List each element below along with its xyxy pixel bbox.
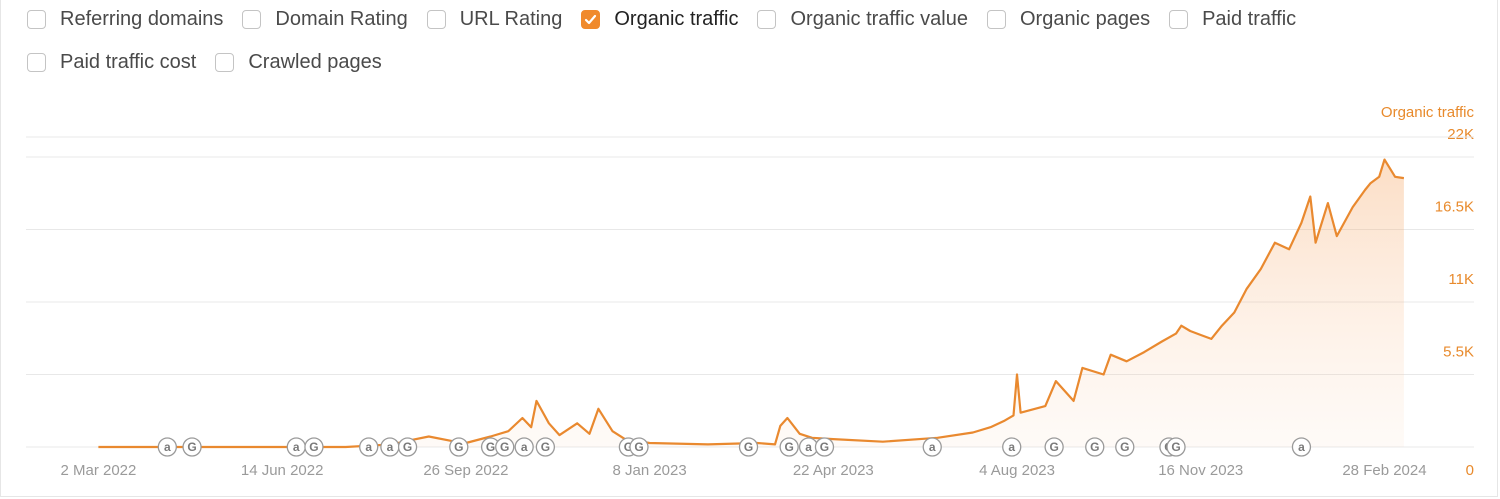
x-tick-label: 16 Nov 2023 — [1158, 462, 1243, 479]
metric-selector: Referring domains Domain Rating URL Rati… — [27, 6, 1477, 92]
svg-text:G: G — [1090, 440, 1099, 454]
metric-paid-traffic-cost[interactable]: Paid traffic cost — [27, 51, 196, 74]
svg-text:a: a — [293, 440, 300, 454]
svg-text:G: G — [1120, 440, 1129, 454]
svg-text:G: G — [820, 440, 829, 454]
svg-text:G: G — [624, 440, 633, 454]
y-tick-label: 0 — [1466, 462, 1474, 479]
metric-domain-rating[interactable]: Domain Rating — [242, 8, 408, 31]
annotation-marker-icon[interactable]: a — [1291, 437, 1312, 457]
x-tick-label: 14 Jun 2022 — [241, 462, 324, 479]
metric-label: Referring domains — [60, 8, 224, 30]
metric-label: Domain Rating — [275, 8, 408, 30]
y-tick-label: 16.5K — [1435, 199, 1474, 216]
svg-text:G: G — [1049, 440, 1058, 454]
x-tick-label: 8 Jan 2023 — [612, 462, 686, 479]
y-tick-label: 22K — [1447, 126, 1474, 143]
google-update-marker-icon[interactable]: G — [738, 437, 759, 457]
svg-text:G: G — [187, 440, 196, 454]
svg-text:a: a — [805, 440, 812, 454]
annotation-marker-icon[interactable]: a — [157, 437, 177, 457]
svg-text:G: G — [744, 440, 753, 454]
metric-label: URL Rating — [459, 8, 563, 30]
checkbox[interactable] — [242, 10, 262, 29]
checkmark-icon — [585, 14, 597, 25]
google-update-marker-icon[interactable]: G — [1115, 437, 1135, 457]
google-update-marker-icon[interactable]: G — [535, 437, 556, 457]
annotation-marker-icon[interactable]: a — [286, 437, 306, 457]
svg-text:G: G — [541, 440, 550, 454]
x-tick-label: 4 Aug 2023 — [979, 462, 1055, 479]
checkbox[interactable] — [27, 10, 46, 29]
annotation-marker-icon[interactable]: a — [798, 437, 819, 457]
google-update-marker-icon[interactable]: G — [397, 437, 418, 457]
metric-label: Paid traffic cost — [60, 51, 197, 73]
svg-text:G: G — [634, 440, 643, 454]
svg-text:G: G — [1171, 440, 1180, 454]
x-tick-label: 28 Feb 2024 — [1342, 462, 1426, 479]
x-tick-label: 2 Mar 2022 — [60, 462, 136, 479]
google-update-marker-icon[interactable]: G — [1166, 437, 1186, 457]
x-tick-label: 26 Sep 2022 — [423, 462, 508, 479]
metric-url-rating[interactable]: URL Rating — [426, 8, 563, 31]
checkbox[interactable] — [215, 53, 235, 72]
y-axis-series-label: Organic traffic — [1381, 104, 1475, 121]
metric-row-1: Referring domains Domain Rating URL Rati… — [27, 6, 1477, 33]
svg-text:G: G — [784, 440, 793, 454]
google-update-marker-icon[interactable]: G — [629, 437, 649, 457]
svg-text:a: a — [387, 440, 394, 454]
google-update-marker-icon[interactable]: G — [449, 437, 469, 457]
metric-paid-traffic[interactable]: Paid traffic — [1169, 8, 1296, 31]
y-tick-label: 11K — [1448, 271, 1474, 288]
checkbox[interactable] — [426, 10, 446, 29]
annotation-marker-icon[interactable]: a — [1002, 437, 1022, 457]
annotation-marker-icon[interactable]: a — [514, 437, 534, 457]
metric-organic-traffic[interactable]: Organic traffic — [581, 8, 738, 31]
annotation-marker-icon[interactable]: a — [380, 437, 400, 457]
annotation-marker-icon[interactable]: a — [922, 437, 942, 457]
svg-text:G: G — [454, 440, 463, 454]
checkbox-checked[interactable] — [581, 10, 601, 29]
checkbox[interactable] — [986, 10, 1006, 29]
checkbox[interactable] — [757, 10, 777, 29]
series-area — [98, 159, 1404, 447]
google-update-marker-icon[interactable]: G — [1044, 437, 1064, 457]
metric-referring-domains[interactable]: Referring domains — [27, 8, 223, 31]
svg-text:G: G — [500, 440, 509, 454]
checkbox[interactable] — [1169, 10, 1189, 29]
google-update-marker-icon[interactable]: G — [779, 437, 799, 457]
google-update-marker-icon[interactable]: G — [182, 437, 202, 457]
google-update-marker-icon[interactable]: G — [814, 437, 835, 457]
svg-text:a: a — [1008, 440, 1015, 454]
metric-organic-traffic-value[interactable]: Organic traffic value — [757, 8, 968, 31]
series-line — [98, 158, 1405, 449]
metric-label: Organic traffic value — [790, 8, 968, 30]
svg-text:G: G — [486, 440, 495, 454]
checkbox[interactable] — [27, 53, 46, 72]
organic-traffic-chart: 0 5.5K 11K 16.5K 22K Organic traffic 2 Mar 202… — [26, 104, 1475, 479]
metric-label: Organic pages — [1019, 8, 1151, 30]
metric-organic-pages[interactable]: Organic pages — [986, 8, 1151, 31]
annotation-marker-icon[interactable]: a — [359, 437, 379, 457]
metric-label: Organic traffic — [614, 8, 739, 30]
svg-text:a: a — [164, 440, 171, 454]
svg-text:a: a — [929, 440, 936, 454]
google-update-marker-icon[interactable]: G — [304, 437, 324, 457]
y-tick-label: 5.5K — [1443, 344, 1474, 361]
metric-row-2: Paid traffic cost Crawled pages — [27, 49, 1477, 76]
google-update-marker-icon[interactable]: G — [495, 437, 515, 457]
metric-crawled-pages[interactable]: Crawled pages — [215, 51, 382, 74]
svg-text:a: a — [365, 440, 372, 454]
metric-label: Crawled pages — [248, 51, 382, 73]
svg-text:a: a — [1298, 440, 1305, 454]
svg-text:G: G — [309, 440, 318, 454]
x-tick-label: 22 Apr 2023 — [793, 462, 874, 479]
metric-label: Paid traffic — [1202, 8, 1297, 30]
svg-text:G: G — [403, 440, 412, 454]
google-update-marker-icon[interactable]: G — [1085, 437, 1105, 457]
svg-text:a: a — [521, 440, 528, 454]
